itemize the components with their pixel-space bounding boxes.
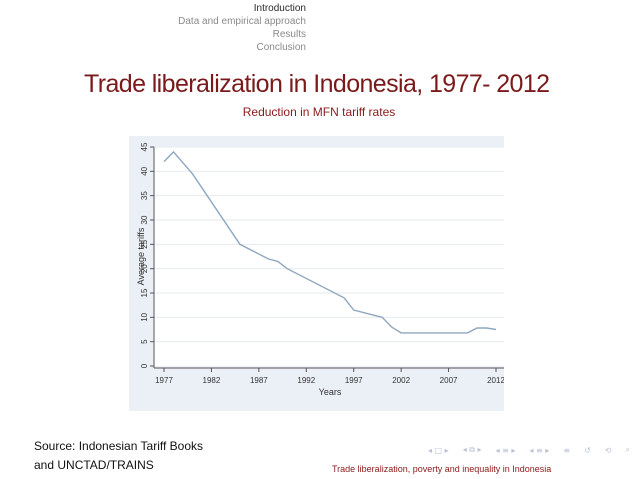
- y-tick-label: 45: [140, 142, 149, 151]
- nav-section-data-approach[interactable]: Data and empirical approach: [178, 16, 306, 27]
- y-tick-label: 20: [140, 264, 149, 273]
- section-navigation: Introduction Data and empirical approach…: [100, 2, 306, 54]
- x-tick-label: 1997: [345, 376, 363, 385]
- y-tick-label: 25: [140, 239, 149, 248]
- nav-search-icon[interactable]: ⌕: [625, 445, 630, 454]
- beamer-navigation-bar: ◂ □ ▸ ◂ ⧉ ▸ ◂ ≡ ▸ ◂ ≡ ▸ ≡ ↺ ⟲ ⌕: [428, 443, 630, 457]
- nav-left-icon[interactable]: ◂ □ ▸: [428, 445, 449, 455]
- footer-title: Trade liberalization, poverty and inequa…: [332, 464, 552, 474]
- plot-area: [154, 147, 504, 366]
- series-layer: [163, 150, 497, 334]
- nav-section-introduction[interactable]: Introduction: [253, 3, 306, 14]
- source-line-1: Source: Indonesian Tariff Books: [34, 439, 203, 453]
- source-note: Source: Indonesian Tariff Books and UNCT…: [34, 437, 203, 475]
- nav-subsection-icon[interactable]: ◂ ≡ ▸: [529, 445, 550, 455]
- tariff-line-chart: 0 5 10 15 20 25 30 35 40 45 1977 1982 1987 1992 1997 20…: [136, 142, 504, 397]
- y-tick-label: 5: [140, 339, 149, 344]
- tariff-series-line: [163, 150, 497, 334]
- slide-subtitle: Reduction in MFN tariff rates: [242, 105, 396, 119]
- x-axis-label: Years: [319, 387, 342, 397]
- x-tick-label: 1982: [203, 376, 221, 385]
- source-line-2: and UNCTAD/TRAINS: [34, 458, 154, 472]
- nav-section-conclusion[interactable]: Conclusion: [256, 42, 306, 53]
- x-tick-label: 1992: [297, 376, 315, 385]
- tariff-chart-frame: 0 5 10 15 20 25 30 35 40 45 1977 1982 1987 1992 1997 20…: [129, 136, 504, 411]
- nav-section-results[interactable]: Results: [272, 29, 306, 40]
- y-tick-label: 40: [140, 166, 149, 175]
- x-tick-label: 2002: [392, 376, 410, 385]
- nav-section-right-icon[interactable]: ↺: [584, 445, 591, 455]
- y-tick-label: 30: [140, 215, 149, 224]
- y-axis-label: Average tariffs: [136, 227, 146, 285]
- slide-title: Trade liberalization in Indonesia, 1977-…: [84, 70, 550, 98]
- nav-section-left-icon[interactable]: ≡: [563, 445, 571, 455]
- nav-right-icon[interactable]: ◂ ≡ ▸: [495, 445, 516, 455]
- y-tick-label: 0: [140, 363, 149, 368]
- x-tick-label: 1977: [155, 376, 173, 385]
- x-tick-label: 2007: [440, 376, 458, 385]
- nav-frame-icon[interactable]: ◂ ⧉ ▸: [462, 445, 482, 454]
- axes: 0 5 10 15 20 25 30 35 40 45 1977 1982 1987 1992 1997 20…: [140, 142, 504, 385]
- nav-align-icon[interactable]: ⟲: [604, 445, 612, 455]
- y-tick-label: 10: [140, 312, 149, 321]
- x-tick-label: 1987: [250, 376, 268, 385]
- y-tick-label: 35: [140, 191, 149, 200]
- x-tick-label: 2012: [487, 376, 504, 385]
- grid-lines: [154, 146, 504, 343]
- y-tick-label: 15: [140, 288, 149, 297]
